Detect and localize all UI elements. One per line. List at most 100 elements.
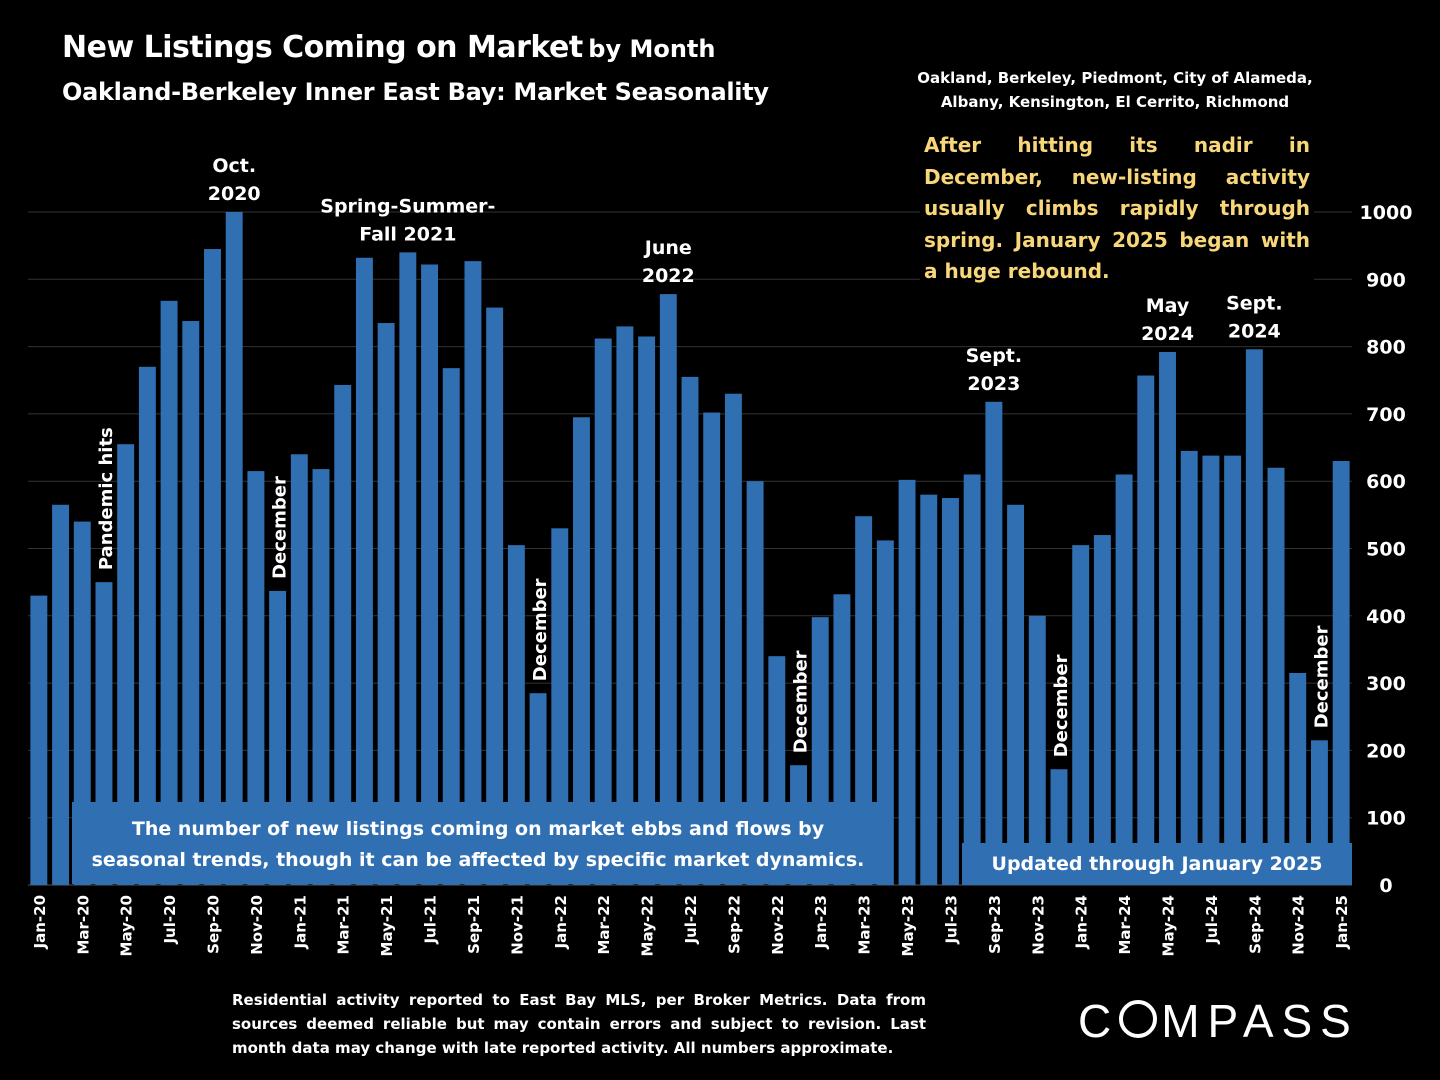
bar-jul-23 — [941, 498, 959, 885]
y-tick-label: 800 — [1366, 337, 1406, 359]
bar-sep-22 — [724, 393, 742, 885]
bar-oct-22 — [746, 481, 764, 885]
x-tick-label: Nov-21 — [508, 895, 526, 955]
y-tick-label: 900 — [1366, 269, 1406, 291]
bar-aug-21 — [442, 368, 460, 885]
x-tick-label: Nov-23 — [1029, 895, 1047, 955]
source-footnote: Residential activity reported to East Ba… — [232, 991, 926, 1057]
x-tick-label: Sep-23 — [986, 895, 1004, 954]
x-tick-label: Nov-24 — [1290, 895, 1308, 955]
bar-feb-22 — [573, 417, 590, 885]
bar-mar-22 — [594, 338, 612, 885]
regions-line-2: Albany, Kensington, El Cerrito, Richmond — [940, 93, 1290, 111]
x-tick-label: Mar-21 — [335, 895, 353, 955]
bar-jul-22 — [681, 376, 699, 885]
bar-apr-24 — [1137, 375, 1155, 885]
x-tick-label: Jan-21 — [291, 895, 309, 949]
ebbs-flows-line-1: The number of new listings coming on mar… — [131, 818, 825, 840]
bar-sep-24 — [1245, 349, 1263, 885]
x-tick-label: Jul-24 — [1203, 895, 1221, 945]
x-tick-label: Jul-20 — [161, 895, 179, 945]
x-tick-label: Jan-22 — [552, 895, 570, 949]
annotation-label: June — [643, 237, 692, 259]
annotation-label: Fall 2021 — [359, 223, 456, 245]
bar-apr-22 — [616, 326, 634, 885]
annotation-label: Spring-Summer- — [320, 195, 495, 217]
bar-nov-24 — [1289, 673, 1307, 885]
y-tick-label: 1000 — [1360, 202, 1413, 224]
bar-jan-24 — [1072, 545, 1090, 885]
annotation-vertical: December — [530, 578, 551, 681]
x-tick-label: Jul-21 — [422, 895, 440, 945]
x-tick-label: Jan-25 — [1333, 895, 1351, 949]
x-tick-label: May-20 — [118, 895, 136, 956]
x-tick-label: Jul-23 — [942, 895, 960, 945]
annotation-vertical: December — [1051, 654, 1072, 757]
title-suffix: by Month — [588, 35, 716, 63]
bar-may-22 — [638, 336, 656, 885]
annotation-label: 2020 — [208, 183, 261, 205]
bar-jun-20 — [138, 366, 156, 885]
bar-aug-20 — [182, 321, 200, 885]
y-tick-label: 600 — [1366, 471, 1406, 493]
bar-may-21 — [377, 323, 395, 885]
bar-nov-23 — [1028, 615, 1046, 885]
bar-jan-20 — [30, 595, 48, 885]
x-tick-label: Sep-24 — [1246, 895, 1264, 954]
bar-jul-20 — [160, 300, 178, 886]
bar-may-20 — [117, 444, 135, 885]
annotation-label: Sept. — [1226, 292, 1282, 314]
x-tick-label: Jan-23 — [812, 895, 830, 949]
bar-jun-24 — [1180, 450, 1198, 885]
y-tick-label: 500 — [1366, 539, 1406, 561]
bar-aug-23 — [963, 474, 981, 885]
compass-logo: C MPASS — [1078, 994, 1359, 1048]
chart-annotations: Oct. 2020 Spring-Summer- Fall 2021 June 2022 S… — [96, 155, 1332, 757]
logo-c: C — [1078, 995, 1120, 1047]
annotation-label: May — [1146, 295, 1190, 317]
x-tick-label: Sep-21 — [465, 895, 483, 954]
y-tick-label: 200 — [1366, 740, 1406, 762]
ebbs-flows-note: The number of new listings coming on mar… — [72, 802, 884, 884]
x-tick-label: Jan-24 — [1073, 895, 1091, 949]
x-tick-label: Jul-22 — [682, 895, 700, 945]
bar-aug-24 — [1224, 455, 1242, 885]
bar-jul-21 — [421, 264, 439, 885]
seasonality-note: After hitting its nadir in December, new… — [920, 130, 1314, 288]
x-tick-label: Mar-24 — [1116, 895, 1134, 955]
updated-badge: Updated through January 2025 — [962, 843, 1352, 885]
annotation-label: Sept. — [966, 345, 1022, 367]
annotation-vertical: December — [1311, 625, 1332, 728]
x-axis-ticks: Jan-20 Mar-20 May-20 Jul-20 Sep-20 Nov-20 Jan-… — [31, 895, 1351, 956]
bar-jan-21 — [290, 454, 308, 885]
regions-list: Oakland, Berkeley, Piedmont, City of Ala… — [900, 66, 1330, 114]
bar-mar-23 — [855, 516, 873, 885]
annotation-vertical: December — [270, 476, 291, 579]
bar-jun-23 — [920, 494, 938, 885]
bar-sep-20 — [204, 249, 221, 885]
x-tick-label: Mar-23 — [856, 895, 874, 955]
bar-oct-23 — [1007, 504, 1025, 885]
annotation-vertical: Pandemic hits — [96, 427, 117, 570]
x-tick-label: May-24 — [1160, 895, 1178, 956]
bar-oct-21 — [486, 307, 504, 885]
bar-oct-20 — [225, 212, 243, 885]
y-tick-label: 400 — [1366, 606, 1406, 628]
annotation-vertical: December — [791, 650, 812, 753]
x-tick-label: Mar-20 — [74, 895, 92, 955]
x-tick-label: Nov-22 — [769, 895, 787, 955]
logo-o-ring — [1119, 1000, 1158, 1038]
bar-sep-23 — [985, 401, 1003, 885]
chart-subtitle: Oakland-Berkeley Inner East Bay: Market … — [62, 78, 769, 106]
bars — [30, 212, 1350, 886]
bar-may-24 — [1159, 351, 1176, 886]
bar-sep-21 — [464, 261, 482, 885]
bar-mar-21 — [334, 384, 352, 885]
bar-jun-22 — [659, 294, 677, 885]
regions-line-1: Oakland, Berkeley, Piedmont, City of Ala… — [917, 69, 1313, 87]
logo-rest: MPASS — [1161, 995, 1359, 1047]
x-tick-label: Mar-22 — [595, 895, 613, 955]
bar-apr-21 — [355, 257, 373, 885]
y-tick-label: 0 — [1379, 875, 1392, 897]
bar-mar-24 — [1115, 474, 1133, 885]
